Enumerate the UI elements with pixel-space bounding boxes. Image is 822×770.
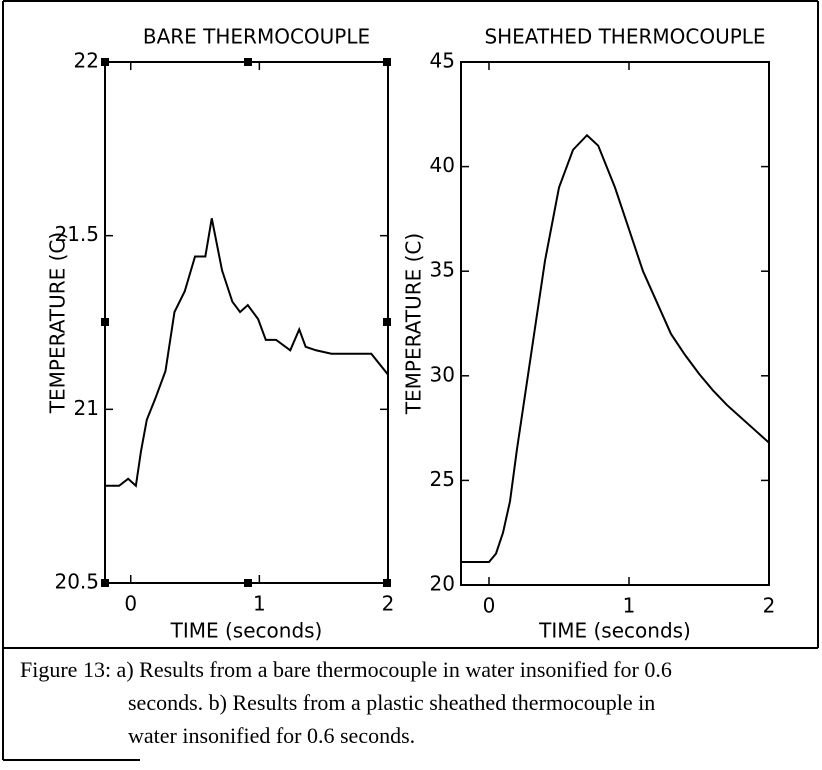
- caption: Figure 13: a) Results from a bare thermo…: [20, 657, 672, 682]
- x-tick-label: 0: [483, 594, 496, 618]
- y-tick-label: 20.5: [54, 570, 99, 594]
- chart-title: SHEATHED THERMOCOUPLE: [484, 25, 765, 49]
- x-tick-label: 2: [382, 592, 395, 616]
- y-tick-label: 35: [430, 258, 455, 282]
- y-axis-label: TEMPERATURE (C): [402, 233, 426, 415]
- caption: water insonified for 0.6 seconds.: [128, 723, 415, 748]
- x-tick-label: 2: [763, 594, 776, 618]
- plot-frame: [460, 61, 770, 586]
- corner-markers: [101, 58, 391, 587]
- data-line: [105, 218, 389, 488]
- y-axis-label: TEMPERATURE (C): [46, 232, 70, 414]
- y-tick-label: 22: [74, 49, 99, 73]
- x-tick-label: 0: [124, 592, 137, 616]
- x-axis-label: TIME (seconds): [170, 619, 323, 643]
- caption: seconds. b) Results from a plastic sheat…: [128, 690, 655, 715]
- y-tick-label: 40: [430, 153, 455, 177]
- y-tick-label: 21: [74, 396, 99, 420]
- y-tick-label: 45: [430, 49, 455, 73]
- data-line: [461, 133, 770, 563]
- x-tick-label: 1: [623, 594, 636, 618]
- x-tick-label: 1: [253, 592, 266, 616]
- plot-frame: [104, 61, 389, 584]
- y-tick-label: 25: [430, 467, 455, 491]
- x-axis-label: TIME (seconds): [538, 619, 691, 643]
- y-tick-label: 21.5: [54, 222, 99, 246]
- chart-title: BARE THERMOCOUPLE: [143, 25, 370, 49]
- y-tick-label: 20: [430, 572, 455, 596]
- y-tick-label: 30: [430, 362, 455, 386]
